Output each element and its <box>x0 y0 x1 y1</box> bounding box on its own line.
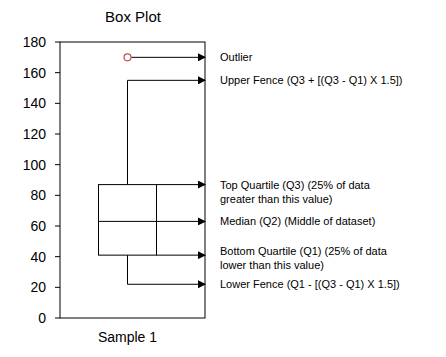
y-tick-label: 80 <box>30 187 46 203</box>
upper-whisker <box>127 80 128 184</box>
x-tick-label: Sample 1 <box>98 329 157 345</box>
y-tick <box>55 256 60 257</box>
y-tick <box>55 134 60 135</box>
annotation: Upper Fence (Q3 + [(Q3 - Q1) X 1.5]) <box>220 74 402 86</box>
y-tick-label: 180 <box>23 34 47 50</box>
annotation: Median (Q2) (Middle of dataset) <box>220 215 375 227</box>
annotation-arrow <box>132 57 206 58</box>
annotation-arrow <box>128 80 206 81</box>
y-tick-label: 140 <box>23 95 47 111</box>
y-tick-label: 40 <box>30 249 46 265</box>
y-tick <box>55 42 60 43</box>
y-tick-label: 20 <box>30 279 46 295</box>
median-line <box>99 221 157 222</box>
outlier <box>124 54 131 61</box>
y-tick-label: 0 <box>38 310 46 326</box>
lower-whisker <box>127 255 128 284</box>
annotation: Outlier <box>220 51 253 63</box>
annotation-arrow <box>157 184 206 185</box>
y-tick <box>55 318 60 319</box>
y-tick <box>55 226 60 227</box>
annotation-arrow <box>157 221 206 222</box>
y-tick <box>55 164 60 165</box>
annotation: lower than this value) <box>220 259 324 271</box>
plot-area <box>99 54 157 284</box>
plot-frame <box>60 42 205 318</box>
annotation: Bottom Quartile (Q1) (25% of data <box>220 245 388 257</box>
annotation: Top Quartile (Q3) (25% of data <box>220 179 371 191</box>
annotation: Lower Fence (Q1 - [(Q3 - Q1) X 1.5]) <box>220 278 400 290</box>
annotation-arrow <box>128 284 206 285</box>
annotation: greater than this value) <box>220 193 333 205</box>
title: Box Plot <box>105 8 162 25</box>
chart: Box Plot 0 20 40 60 80 100 120 140 160 180 Sample 1… <box>0 0 446 357</box>
y-tick-label: 60 <box>30 218 46 234</box>
y-tick-label: 120 <box>23 126 47 142</box>
annotation-arrow <box>157 255 206 256</box>
y-tick <box>55 72 60 73</box>
box <box>99 185 157 256</box>
y-tick <box>55 195 60 196</box>
y-tick-label: 100 <box>23 157 47 173</box>
y-tick-label: 160 <box>23 65 47 81</box>
y-tick <box>55 103 60 104</box>
y-tick <box>55 287 60 288</box>
